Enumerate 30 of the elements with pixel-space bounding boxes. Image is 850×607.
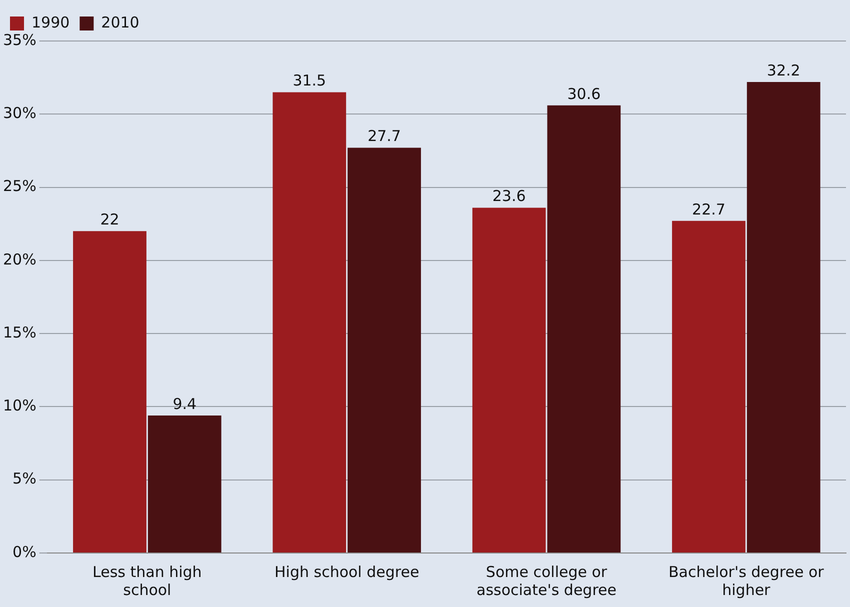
y-tick-label: 20%	[2, 250, 36, 268]
bar	[348, 148, 421, 552]
data-label: 32.2	[766, 61, 800, 80]
y-tick-label: 15%	[2, 323, 36, 342]
data-label: 23.6	[492, 187, 526, 206]
legend-label: 1990	[32, 13, 70, 32]
data-label: 22	[100, 210, 120, 229]
y-tick-label: 25%	[2, 177, 36, 196]
x-tick-label: Bachelor's degree or higher	[668, 562, 825, 599]
y-tick-label: 35%	[2, 30, 36, 49]
bar	[547, 105, 621, 552]
x-tick-label: Some college or associate's degree	[476, 562, 616, 599]
x-tick-label: High school degree	[274, 562, 420, 581]
bar	[73, 231, 146, 552]
bar	[148, 415, 222, 552]
y-tick-label: 10%	[2, 396, 36, 415]
y-tick-label: 30%	[2, 104, 36, 122]
bar	[746, 82, 820, 552]
data-label: 31.5	[292, 72, 326, 90]
bar	[672, 220, 746, 552]
y-tick-label: 5%	[12, 470, 36, 488]
data-label: 30.6	[567, 84, 601, 103]
bar	[272, 92, 346, 552]
data-label: 9.4	[172, 394, 197, 413]
legend-label: 2010	[101, 13, 140, 32]
data-label: 22.7	[692, 200, 726, 218]
x-tick-label: Less than high school	[92, 562, 202, 599]
y-tick-label: 0%	[12, 542, 36, 561]
data-label: 27.7	[368, 127, 401, 146]
bar	[472, 208, 546, 552]
